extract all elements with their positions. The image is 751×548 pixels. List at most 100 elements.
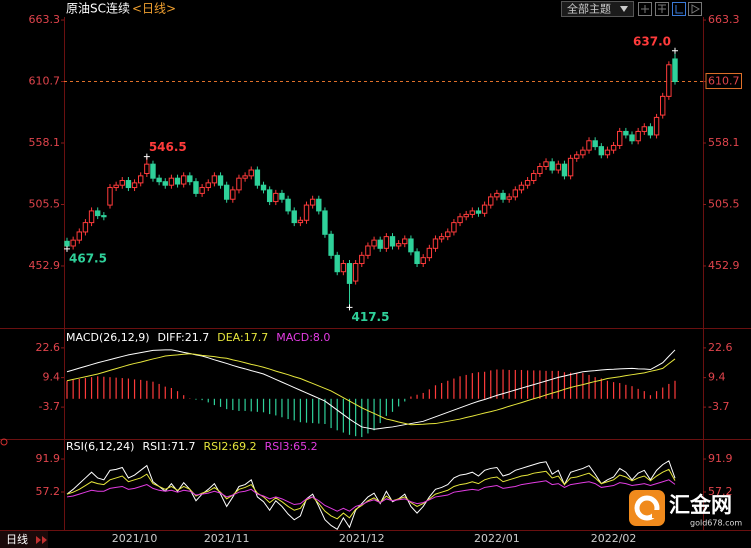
y-tick-label: 9.4 xyxy=(708,371,726,384)
candle-body xyxy=(647,126,654,136)
candle-body xyxy=(445,231,451,238)
y-tick-label: 91.9 xyxy=(708,452,733,465)
y-tick-label: 505.5 xyxy=(708,197,740,210)
candle-body xyxy=(291,210,297,224)
theme-button[interactable]: 全部主题 xyxy=(561,1,634,17)
candle-body xyxy=(101,215,107,218)
tool-icon xyxy=(658,4,666,13)
candle-body xyxy=(76,231,82,241)
candle-body xyxy=(537,165,543,175)
date-label: 2022/02 xyxy=(591,532,637,545)
legend-entry: DIFF:21.7 xyxy=(158,331,210,344)
candle-body xyxy=(137,175,144,184)
candle-body xyxy=(524,180,531,186)
period-tab-label[interactable]: 日线 xyxy=(6,532,28,546)
instrument-title: 原油SC连续 xyxy=(66,1,130,16)
dropdown-arrow[interactable] xyxy=(620,6,628,12)
tool-icon xyxy=(675,5,683,14)
candle-body xyxy=(420,257,426,265)
candle-body xyxy=(217,175,224,186)
candle-body xyxy=(144,163,150,175)
candle-body xyxy=(316,198,322,212)
extreme-marker xyxy=(64,245,70,252)
candle-body xyxy=(340,263,347,273)
candle-body xyxy=(242,175,248,179)
candle-body xyxy=(70,239,76,247)
y-tick-label: 505.5 xyxy=(29,197,61,210)
tool-icon xyxy=(691,4,701,14)
candle-body xyxy=(211,175,218,184)
indicator-line xyxy=(66,468,676,520)
candle-body xyxy=(457,216,463,224)
y-tick-label: -3.7 xyxy=(708,400,729,413)
candle-body xyxy=(463,213,469,218)
indicator-line xyxy=(66,479,676,512)
candle-body xyxy=(95,210,101,217)
toolbar xyxy=(638,2,702,16)
candle-body xyxy=(309,198,316,206)
y-tick-label: 558.1 xyxy=(708,136,740,149)
candle-body xyxy=(481,204,488,214)
indicator-line xyxy=(66,349,676,430)
candle-body xyxy=(383,236,390,249)
tool-button[interactable] xyxy=(638,2,652,16)
theme-button-frame[interactable] xyxy=(561,1,634,17)
logo-ring xyxy=(634,495,660,521)
candle-body xyxy=(254,169,261,186)
candle-body xyxy=(402,238,408,245)
candle-body xyxy=(432,238,439,249)
legend-entry: RSI1:71.7 xyxy=(142,440,195,453)
legend-entry: MACD:8.0 xyxy=(276,331,330,344)
y-tick-label: 558.1 xyxy=(29,136,61,149)
candle-body xyxy=(531,173,537,182)
candle-body xyxy=(131,182,138,189)
candle-body xyxy=(125,180,132,189)
theme-button-label[interactable]: 全部主题 xyxy=(567,2,611,16)
tool-button[interactable] xyxy=(655,2,669,16)
candle-body xyxy=(230,189,236,200)
candle-body xyxy=(377,239,383,249)
candle-body xyxy=(543,161,549,167)
extreme-label: 637.0 xyxy=(633,34,671,48)
candle-body xyxy=(174,177,181,185)
candle-body xyxy=(561,163,568,177)
last-price-box xyxy=(705,73,742,90)
legend-entry: RSI3:65.2 xyxy=(265,440,318,453)
candle-body xyxy=(408,238,414,253)
candle-body xyxy=(82,222,89,233)
candle-body xyxy=(494,192,500,198)
candle-body xyxy=(395,243,402,247)
frame xyxy=(0,17,751,531)
candle-body xyxy=(334,254,340,273)
candle-body xyxy=(586,140,592,151)
candle-body xyxy=(451,222,457,233)
tool-button[interactable] xyxy=(688,2,702,16)
candle-body xyxy=(488,196,494,206)
legend-entry: MACD(26,12,9) xyxy=(66,331,150,344)
y-tick-label: 22.6 xyxy=(36,341,61,354)
tab-arrows[interactable] xyxy=(36,536,47,544)
candle-body xyxy=(205,182,211,189)
candle-body xyxy=(414,251,420,265)
candle-body xyxy=(303,204,310,221)
candle-body xyxy=(469,210,476,215)
y-tick-label: 610.7 xyxy=(29,75,61,88)
candle-body xyxy=(297,219,304,224)
candle-body xyxy=(598,146,605,156)
y-tick-label: 452.9 xyxy=(29,259,61,272)
candle-body xyxy=(328,233,334,256)
y-tick-label: 9.4 xyxy=(43,371,61,384)
candle-body xyxy=(88,210,95,224)
candle-body xyxy=(187,175,193,183)
candle-body xyxy=(352,263,359,282)
candle-body xyxy=(653,116,660,136)
candle-body xyxy=(500,192,506,200)
candle-body xyxy=(610,144,617,151)
candle-body xyxy=(193,181,199,194)
tool-button[interactable] xyxy=(672,2,686,16)
candle-body xyxy=(322,210,328,235)
logo-notch xyxy=(652,510,660,518)
